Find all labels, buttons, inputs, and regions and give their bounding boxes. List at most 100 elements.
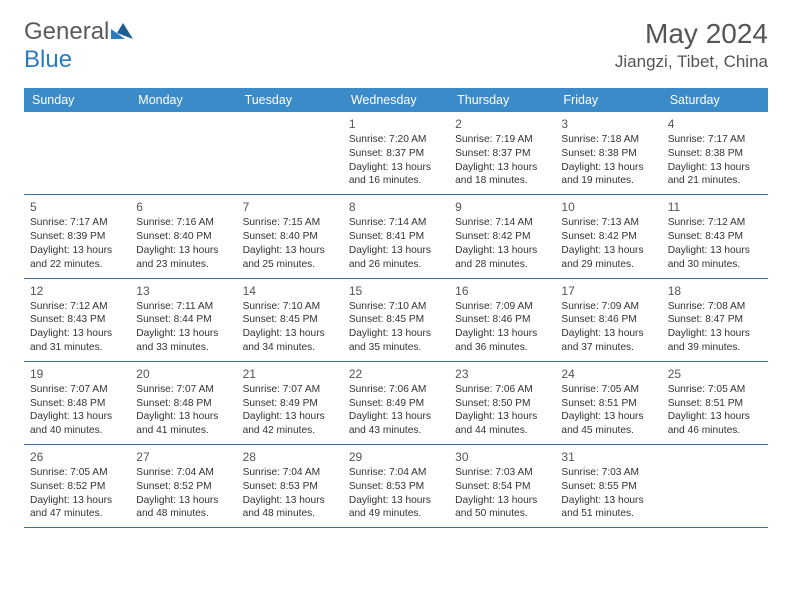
day-cell: 12Sunrise: 7:12 AMSunset: 8:43 PMDayligh… bbox=[24, 279, 130, 361]
header: GeneralBlue May 2024 Jiangzi, Tibet, Chi… bbox=[0, 0, 792, 82]
day-info-line: Daylight: 13 hours bbox=[561, 410, 655, 424]
day-info-line: Sunrise: 7:05 AM bbox=[30, 466, 124, 480]
day-info-line: Daylight: 13 hours bbox=[349, 161, 443, 175]
day-number: 22 bbox=[349, 366, 443, 382]
weekday-label: Thursday bbox=[449, 88, 555, 112]
weekday-header-row: SundayMondayTuesdayWednesdayThursdayFrid… bbox=[24, 88, 768, 112]
day-number: 25 bbox=[668, 366, 762, 382]
day-info-line: Daylight: 13 hours bbox=[668, 244, 762, 258]
day-info-line: Sunrise: 7:12 AM bbox=[668, 216, 762, 230]
day-number: 4 bbox=[668, 116, 762, 132]
day-info-line: Sunset: 8:54 PM bbox=[455, 480, 549, 494]
day-info-line: and 50 minutes. bbox=[455, 507, 549, 521]
day-info-line: Sunset: 8:37 PM bbox=[349, 147, 443, 161]
month-title: May 2024 bbox=[615, 18, 768, 50]
day-cell: 31Sunrise: 7:03 AMSunset: 8:55 PMDayligh… bbox=[555, 445, 661, 527]
day-info-line: Sunset: 8:40 PM bbox=[243, 230, 337, 244]
day-info-line: Sunrise: 7:09 AM bbox=[455, 300, 549, 314]
day-number: 8 bbox=[349, 199, 443, 215]
day-info-line: Daylight: 13 hours bbox=[455, 161, 549, 175]
day-number: 27 bbox=[136, 449, 230, 465]
day-info-line: Daylight: 13 hours bbox=[349, 410, 443, 424]
day-info-line: Sunrise: 7:11 AM bbox=[136, 300, 230, 314]
day-info-line: and 23 minutes. bbox=[136, 258, 230, 272]
day-info-line: Sunrise: 7:12 AM bbox=[30, 300, 124, 314]
day-info-line: and 45 minutes. bbox=[561, 424, 655, 438]
day-info-line: Sunset: 8:46 PM bbox=[455, 313, 549, 327]
day-info-line: Daylight: 13 hours bbox=[561, 327, 655, 341]
day-info-line: and 35 minutes. bbox=[349, 341, 443, 355]
day-info-line: Sunset: 8:50 PM bbox=[455, 397, 549, 411]
day-info-line: Daylight: 13 hours bbox=[136, 244, 230, 258]
weekday-label: Monday bbox=[130, 88, 236, 112]
day-info-line: and 25 minutes. bbox=[243, 258, 337, 272]
day-info-line: and 46 minutes. bbox=[668, 424, 762, 438]
day-cell bbox=[130, 112, 236, 194]
day-info-line: and 26 minutes. bbox=[349, 258, 443, 272]
day-cell: 8Sunrise: 7:14 AMSunset: 8:41 PMDaylight… bbox=[343, 195, 449, 277]
day-info-line: and 31 minutes. bbox=[30, 341, 124, 355]
day-info-line: Sunrise: 7:09 AM bbox=[561, 300, 655, 314]
day-info-line: Daylight: 13 hours bbox=[561, 244, 655, 258]
day-info-line: Sunrise: 7:17 AM bbox=[30, 216, 124, 230]
day-info-line: Sunset: 8:42 PM bbox=[455, 230, 549, 244]
day-info-line: Sunset: 8:47 PM bbox=[668, 313, 762, 327]
day-info-line: Sunrise: 7:03 AM bbox=[455, 466, 549, 480]
day-info-line: and 22 minutes. bbox=[30, 258, 124, 272]
day-cell: 18Sunrise: 7:08 AMSunset: 8:47 PMDayligh… bbox=[662, 279, 768, 361]
logo-part2: Blue bbox=[24, 46, 72, 73]
day-info-line: and 19 minutes. bbox=[561, 174, 655, 188]
day-info-line: Sunrise: 7:07 AM bbox=[30, 383, 124, 397]
day-info-line: Daylight: 13 hours bbox=[561, 494, 655, 508]
day-info-line: and 41 minutes. bbox=[136, 424, 230, 438]
day-number: 31 bbox=[561, 449, 655, 465]
day-info-line: Daylight: 13 hours bbox=[243, 410, 337, 424]
day-info-line: Sunrise: 7:05 AM bbox=[668, 383, 762, 397]
day-number: 10 bbox=[561, 199, 655, 215]
day-info-line: Daylight: 13 hours bbox=[243, 244, 337, 258]
day-info-line: and 16 minutes. bbox=[349, 174, 443, 188]
day-info-line: Sunset: 8:49 PM bbox=[243, 397, 337, 411]
day-info-line: Sunrise: 7:07 AM bbox=[243, 383, 337, 397]
day-number: 13 bbox=[136, 283, 230, 299]
day-info-line: Daylight: 13 hours bbox=[136, 494, 230, 508]
day-cell: 22Sunrise: 7:06 AMSunset: 8:49 PMDayligh… bbox=[343, 362, 449, 444]
day-info-line: and 42 minutes. bbox=[243, 424, 337, 438]
day-info-line: Sunset: 8:52 PM bbox=[136, 480, 230, 494]
day-info-line: and 33 minutes. bbox=[136, 341, 230, 355]
day-info-line: Sunset: 8:53 PM bbox=[243, 480, 337, 494]
day-cell: 27Sunrise: 7:04 AMSunset: 8:52 PMDayligh… bbox=[130, 445, 236, 527]
day-number: 23 bbox=[455, 366, 549, 382]
day-cell: 25Sunrise: 7:05 AMSunset: 8:51 PMDayligh… bbox=[662, 362, 768, 444]
day-cell: 2Sunrise: 7:19 AMSunset: 8:37 PMDaylight… bbox=[449, 112, 555, 194]
day-number: 12 bbox=[30, 283, 124, 299]
weekday-label: Sunday bbox=[24, 88, 130, 112]
day-info-line: Sunset: 8:55 PM bbox=[561, 480, 655, 494]
day-info-line: Sunset: 8:43 PM bbox=[668, 230, 762, 244]
day-cell: 30Sunrise: 7:03 AMSunset: 8:54 PMDayligh… bbox=[449, 445, 555, 527]
day-cell: 9Sunrise: 7:14 AMSunset: 8:42 PMDaylight… bbox=[449, 195, 555, 277]
day-number: 15 bbox=[349, 283, 443, 299]
weekday-label: Saturday bbox=[662, 88, 768, 112]
day-info-line: Sunrise: 7:19 AM bbox=[455, 133, 549, 147]
day-info-line: Sunset: 8:37 PM bbox=[455, 147, 549, 161]
logo-mark-icon bbox=[111, 18, 133, 45]
day-info-line: Sunset: 8:44 PM bbox=[136, 313, 230, 327]
day-info-line: Daylight: 13 hours bbox=[561, 161, 655, 175]
day-info-line: Daylight: 13 hours bbox=[243, 494, 337, 508]
day-cell: 15Sunrise: 7:10 AMSunset: 8:45 PMDayligh… bbox=[343, 279, 449, 361]
day-cell bbox=[24, 112, 130, 194]
day-number: 5 bbox=[30, 199, 124, 215]
day-number: 28 bbox=[243, 449, 337, 465]
weeks-container: 1Sunrise: 7:20 AMSunset: 8:37 PMDaylight… bbox=[24, 112, 768, 528]
day-info-line: Daylight: 13 hours bbox=[243, 327, 337, 341]
day-info-line: Daylight: 13 hours bbox=[30, 244, 124, 258]
day-info-line: Daylight: 13 hours bbox=[455, 327, 549, 341]
week-row: 12Sunrise: 7:12 AMSunset: 8:43 PM Dayligh… bbox=[24, 279, 768, 362]
day-info-line: Daylight: 13 hours bbox=[349, 244, 443, 258]
day-cell bbox=[237, 112, 343, 194]
logo-part1: General bbox=[24, 18, 109, 45]
day-cell: 11Sunrise: 7:12 AMSunset: 8:43 PMDayligh… bbox=[662, 195, 768, 277]
day-info-line: Daylight: 13 hours bbox=[349, 327, 443, 341]
day-info-line: Sunset: 8:43 PM bbox=[30, 313, 124, 327]
